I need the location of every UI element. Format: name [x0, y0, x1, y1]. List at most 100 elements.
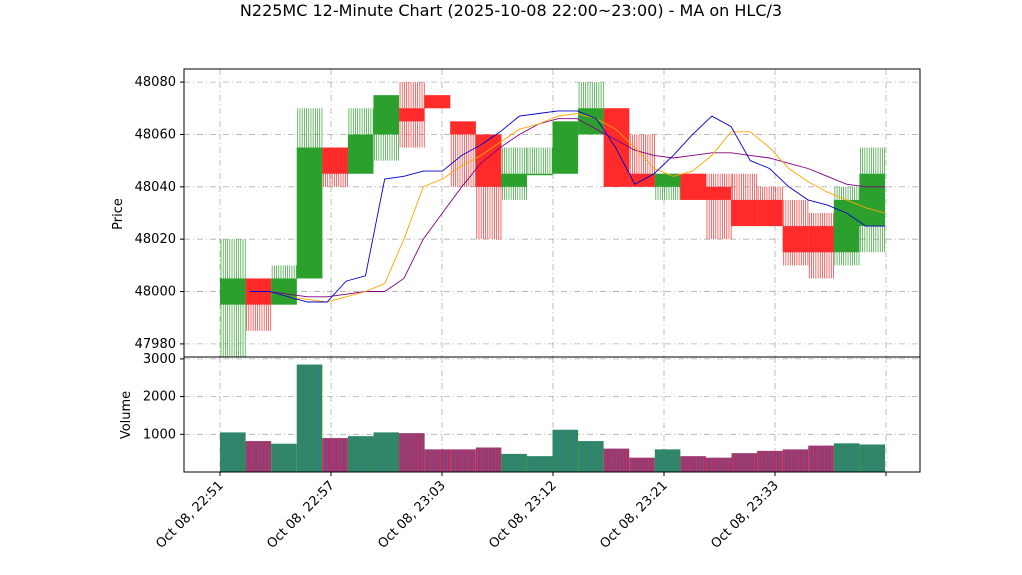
volume-bar [501, 453, 527, 472]
volume-tick-label: 2000 [143, 390, 176, 405]
candle [757, 186, 783, 227]
candle-body [552, 121, 579, 174]
candle-body [782, 226, 809, 253]
volume-bar [680, 456, 706, 472]
volume-bar [578, 441, 604, 472]
candle [450, 121, 476, 187]
candle-body [731, 199, 758, 227]
candle-body [450, 121, 476, 135]
volume-bar [757, 450, 783, 472]
candle [731, 173, 758, 227]
volume-panel: 1000 2000 3000 Volume [119, 352, 921, 473]
candle [501, 147, 527, 200]
candle-body [296, 147, 323, 279]
time-tick-label: Oct 08, 23:21 [597, 478, 670, 551]
price-axis-label: Price [111, 198, 126, 230]
time-tick-label: Oct 08, 22:51 [153, 478, 226, 551]
volume-bars [220, 364, 885, 472]
time-axis: Oct 08, 22:51 Oct 08, 22:57 Oct 08, 23:03 O… [153, 472, 887, 552]
candle [373, 95, 400, 161]
candle [296, 108, 323, 279]
candle-body [220, 278, 246, 305]
volume-bar [833, 443, 860, 472]
candle [347, 108, 374, 174]
volume-bar [424, 449, 451, 472]
price-tick-label: 48060 [135, 127, 176, 142]
candle-body [424, 95, 451, 109]
price-panel: 47980 48000 48020 48040 48060 48080 Price [111, 68, 921, 358]
volume-tick-label: 1000 [143, 427, 176, 442]
chart-title: N225MC 12-Minute Chart (2025-10-08 22:00… [240, 1, 782, 20]
candle [859, 147, 885, 253]
candle-body [859, 173, 885, 227]
candle-body [271, 278, 297, 305]
time-tick-label: Oct 08, 23:33 [708, 478, 781, 551]
candle-body [347, 134, 374, 174]
price-tick-label: 48000 [135, 285, 176, 300]
volume-bar [654, 449, 681, 472]
candle [782, 199, 809, 266]
candle [629, 134, 655, 187]
candle [475, 134, 502, 240]
volume-bar [526, 456, 553, 472]
volume-bar [296, 364, 323, 472]
price-tick-label: 48020 [135, 232, 176, 247]
candle-body [475, 134, 502, 187]
volume-bar [220, 432, 246, 472]
volume-bar [245, 441, 272, 472]
volume-axis-label: Volume [119, 391, 134, 439]
ma-slow-line [250, 118, 885, 298]
candle [245, 278, 272, 331]
volume-bar [399, 433, 425, 472]
volume-bar [373, 432, 400, 472]
candle [680, 173, 706, 200]
candle [271, 265, 297, 305]
price-candles [220, 82, 885, 357]
ma-fast-line [250, 110, 885, 303]
candle-body [322, 147, 348, 174]
time-tick-label: Oct 08, 22:57 [264, 478, 337, 551]
candle-body [654, 173, 681, 187]
volume-bar [450, 449, 476, 472]
candle-body [705, 186, 732, 200]
candle-body [757, 199, 783, 227]
price-tick-label: 48080 [135, 75, 176, 90]
candle-body [603, 108, 630, 187]
volume-frame [183, 356, 921, 473]
candle [552, 121, 579, 174]
volume-bar [552, 429, 579, 472]
candle-body [526, 173, 553, 176]
candle-body [808, 226, 834, 253]
volume-bar [629, 457, 655, 472]
candle [654, 173, 681, 200]
candle [603, 108, 630, 187]
volume-tick-label: 3000 [143, 352, 176, 367]
volume-bar [782, 449, 809, 472]
volume-bar [271, 443, 297, 472]
candle [526, 147, 553, 176]
volume-bar [731, 453, 758, 472]
volume-bar [322, 438, 348, 472]
volume-bar [808, 445, 834, 472]
volume-bar [347, 436, 374, 472]
price-y-ticks: 47980 48000 48020 48040 48060 48080 [135, 75, 184, 352]
time-tick-label: Oct 08, 23:12 [486, 478, 559, 551]
candle [705, 173, 732, 240]
volume-bar [859, 444, 885, 472]
price-tick-label: 48040 [135, 180, 176, 195]
volume-bar [705, 457, 732, 472]
candle [808, 213, 834, 279]
candle-body [833, 199, 860, 253]
candle [399, 82, 425, 148]
candle [322, 147, 348, 187]
time-tick-label: Oct 08, 23:03 [375, 478, 448, 551]
moving-averages [250, 110, 886, 303]
candle-body [501, 173, 527, 187]
candle [220, 239, 246, 357]
volume-bar [603, 448, 630, 472]
volume-y-ticks: 1000 2000 3000 [143, 352, 184, 442]
candle [833, 186, 860, 266]
candle-body [399, 108, 425, 122]
price-tick-label: 47980 [135, 337, 176, 352]
